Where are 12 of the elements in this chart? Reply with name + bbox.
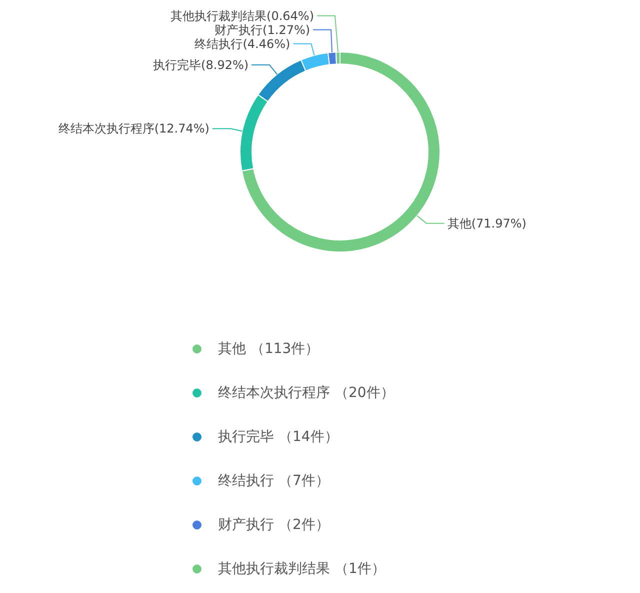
legend-label: 其他执行裁判结果 （1件） [218, 561, 386, 577]
legend-label: 其他 （113件） [218, 341, 320, 357]
data-label: 其他执行裁判结果(0.64%) [170, 8, 314, 23]
legend-label: 财产执行 （2件） [218, 517, 330, 533]
legend-label: 终结本次执行程序 （20件） [218, 385, 394, 401]
data-label: 执行完毕(8.92%) [153, 58, 249, 72]
data-label: 终结本次执行程序(12.74%) [58, 122, 210, 136]
data-label: 其他(71.97%) [447, 216, 526, 230]
legend-label: 执行完毕 （14件） [218, 429, 338, 445]
legend-label: 终结执行 （7件） [218, 473, 330, 489]
data-label: 终结执行(4.46%) [194, 36, 290, 51]
data-label: 财产执行(1.27%) [214, 22, 310, 37]
